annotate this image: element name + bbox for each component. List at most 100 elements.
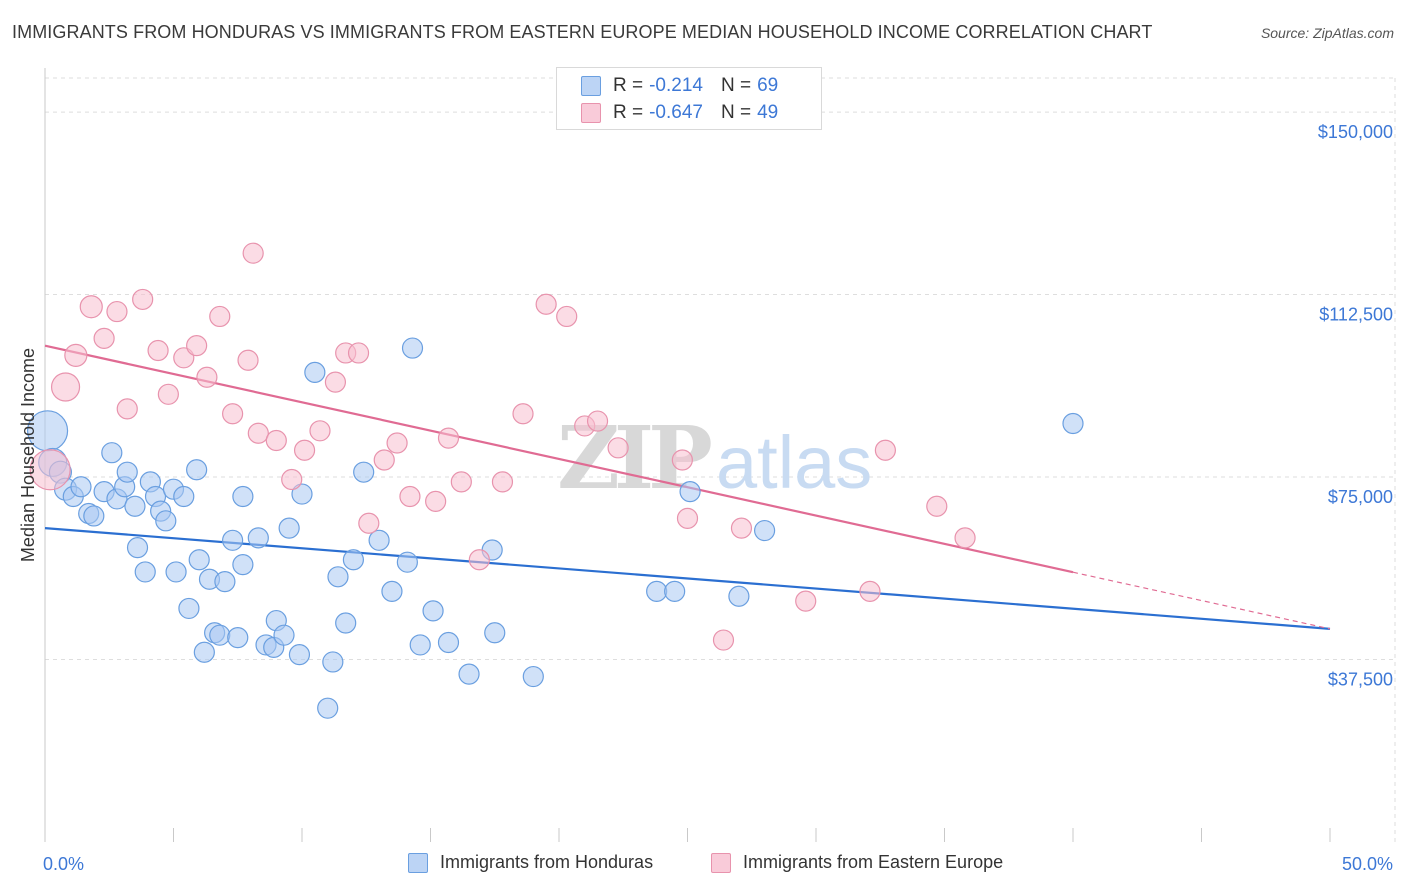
r-label: R =	[613, 75, 644, 96]
point-honduras	[155, 510, 177, 532]
point-honduras	[342, 549, 364, 571]
point-honduras	[126, 536, 149, 559]
point-honduras	[381, 580, 403, 602]
eastern-europe-legend-swatch	[711, 852, 731, 873]
source-label: Source: ZipAtlas.com	[1260, 25, 1394, 41]
point-honduras	[165, 561, 187, 583]
point-eastern-europe	[79, 295, 103, 319]
point-eastern-europe	[373, 449, 395, 471]
point-honduras	[186, 459, 208, 481]
point-eastern-europe	[425, 490, 447, 512]
point-eastern-europe	[399, 485, 421, 508]
watermark-atlas: atlas	[716, 421, 872, 504]
point-honduras	[247, 527, 269, 549]
point-eastern-europe	[450, 471, 472, 493]
point-eastern-europe	[926, 495, 948, 517]
correlation-row-honduras: R = -0.214 N = 69	[581, 75, 778, 97]
point-honduras	[753, 519, 776, 542]
x-tick-label: 50.0%	[1342, 854, 1393, 874]
point-honduras	[368, 529, 390, 551]
honduras-swatch	[581, 76, 601, 96]
x-tick-label: 0.0%	[43, 854, 84, 874]
point-honduras	[664, 580, 686, 602]
point-honduras	[353, 461, 375, 483]
point-eastern-europe	[535, 293, 557, 315]
y-tick-label: $75,000	[1328, 487, 1393, 507]
point-honduras	[70, 476, 92, 498]
point-honduras	[173, 485, 195, 508]
point-honduras	[124, 495, 146, 517]
legend-label-honduras: Immigrants from Honduras	[440, 852, 654, 872]
point-eastern-europe	[237, 349, 259, 371]
point-eastern-europe	[309, 420, 331, 442]
n-value: 69	[757, 75, 779, 96]
point-honduras	[214, 571, 236, 593]
point-eastern-europe	[676, 507, 699, 529]
point-honduras	[458, 663, 480, 685]
legend-item-honduras[interactable]: Immigrants from Honduras	[408, 852, 653, 873]
point-eastern-europe	[157, 383, 179, 405]
point-honduras	[134, 561, 156, 583]
point-eastern-europe	[242, 242, 264, 264]
point-honduras	[227, 627, 249, 649]
point-honduras	[409, 634, 431, 656]
point-honduras	[322, 651, 344, 673]
point-eastern-europe	[93, 327, 115, 349]
correlation-legend: R = -0.214 N = 69 R = -0.647 N = 49	[556, 67, 822, 130]
point-eastern-europe	[324, 371, 347, 393]
point-eastern-europe	[491, 471, 514, 493]
legend-label-eastern-europe: Immigrants from Eastern Europe	[743, 852, 1004, 872]
r-value: -0.647	[649, 102, 703, 123]
points-layer	[26, 242, 1084, 719]
point-honduras	[1062, 412, 1084, 435]
point-eastern-europe	[468, 549, 490, 571]
point-eastern-europe	[730, 517, 753, 539]
chart-title: IMMIGRANTS FROM HONDURAS VS IMMIGRANTS F…	[12, 22, 1153, 42]
point-eastern-europe	[859, 580, 881, 602]
point-eastern-europe	[209, 305, 231, 328]
r-value: -0.214	[649, 75, 703, 96]
point-eastern-europe	[512, 403, 534, 425]
trend-line-eastern-europe	[44, 344, 1074, 574]
point-honduras	[679, 481, 701, 503]
eastern-europe-swatch	[581, 103, 601, 123]
point-eastern-europe	[586, 410, 609, 432]
point-honduras	[278, 517, 300, 539]
point-honduras	[288, 644, 311, 666]
y-tick-label: $150,000	[1318, 122, 1393, 142]
y-axis-label: Median Household Income	[18, 348, 38, 562]
point-eastern-europe	[186, 335, 208, 357]
r-label: R =	[613, 102, 644, 123]
point-honduras	[209, 624, 231, 646]
point-honduras	[646, 580, 668, 602]
point-honduras	[273, 624, 295, 646]
point-honduras	[728, 585, 750, 607]
point-honduras	[484, 622, 506, 644]
n-label: N =	[720, 102, 752, 123]
point-eastern-europe	[712, 629, 735, 651]
point-eastern-europe	[173, 347, 195, 369]
point-eastern-europe	[222, 403, 244, 425]
point-honduras	[232, 554, 254, 576]
point-eastern-europe	[607, 437, 629, 459]
point-eastern-europe	[293, 439, 316, 461]
point-honduras	[193, 641, 215, 663]
point-eastern-europe	[795, 590, 817, 612]
point-honduras	[116, 461, 138, 483]
point-eastern-europe	[64, 343, 88, 367]
y-tick-label: $112,500	[1319, 305, 1393, 325]
tick-labels: $37,500 $75,000 $112,500 $150,000 0.0% 50.0%	[43, 122, 1393, 874]
point-honduras	[222, 529, 244, 551]
point-honduras	[335, 612, 357, 634]
point-eastern-europe	[196, 366, 218, 388]
point-eastern-europe	[874, 439, 896, 461]
point-honduras	[396, 551, 418, 573]
point-eastern-europe	[116, 398, 138, 420]
point-eastern-europe	[106, 300, 128, 323]
point-honduras	[188, 549, 210, 571]
point-eastern-europe	[954, 527, 976, 549]
legend-item-eastern-europe[interactable]: Immigrants from Eastern Europe	[711, 852, 1003, 873]
point-eastern-europe	[386, 432, 408, 454]
point-honduras	[437, 631, 460, 654]
point-eastern-europe	[132, 288, 154, 311]
